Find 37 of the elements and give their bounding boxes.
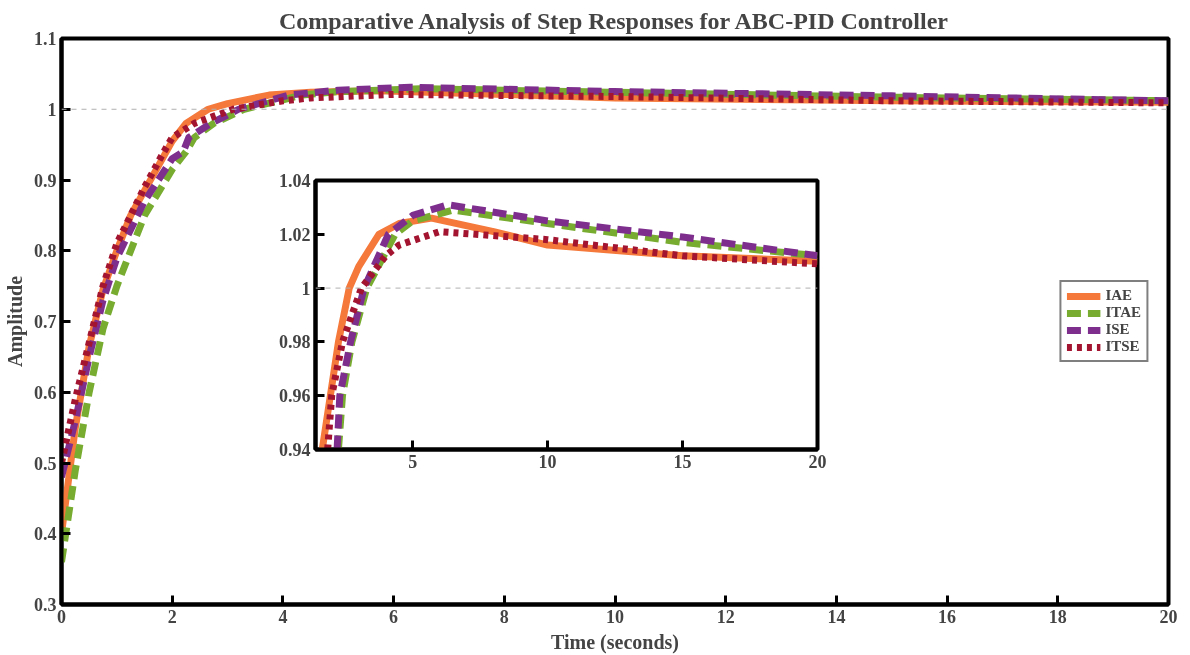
x-axis-title: Time (seconds) (551, 630, 679, 654)
x-tick-label: 10 (538, 451, 557, 472)
x-tick-label: 0 (57, 606, 66, 627)
y-tick-label: 0.5 (34, 453, 57, 474)
x-tick-label: 14 (827, 606, 846, 627)
y-tick-label: 0.4 (34, 524, 57, 545)
y-tick-label: 1 (47, 99, 57, 120)
y-tick-label: 1.02 (279, 224, 311, 245)
y-tick-label: 1.04 (279, 171, 311, 191)
x-tick-label: 2 (167, 606, 177, 627)
y-tick-label: 1 (301, 278, 311, 299)
legend-label: IAE (1105, 287, 1133, 304)
y-tick-label: 0.98 (279, 332, 311, 353)
x-tick-label: 20 (1159, 606, 1178, 627)
x-tick-label: 20 (808, 451, 827, 472)
x-tick-label: 16 (938, 606, 957, 627)
y-tick-label: 0.9 (34, 170, 57, 191)
x-tick-label: 4 (278, 606, 288, 627)
x-tick-label: 18 (1048, 606, 1067, 627)
y-tick-label: 0.96 (279, 386, 311, 407)
y-tick-label: 0.94 (279, 440, 311, 460)
legend-label: ITSE (1105, 338, 1140, 355)
y-tick-label: 0.6 (34, 382, 57, 403)
legend-label: ISE (1105, 321, 1130, 338)
x-tick-label: 10 (606, 606, 624, 627)
x-tick-label: 8 (499, 606, 509, 627)
y-tick-label: 1.1 (34, 29, 57, 49)
chart-title: Comparative Analysis of Step Responses for ABC-PID Controller (278, 7, 949, 34)
y-tick-label: 0.8 (34, 241, 57, 262)
y-tick-label: 0.7 (34, 312, 57, 332)
y-axis-title: Amplitude (4, 275, 27, 368)
y-tick-label: 0.3 (34, 595, 57, 615)
x-tick-label: 12 (716, 606, 735, 627)
legend-label: ITAE (1105, 304, 1141, 321)
x-tick-label: 5 (408, 451, 418, 472)
x-tick-label: 15 (673, 451, 692, 472)
x-tick-label: 6 (389, 606, 399, 627)
